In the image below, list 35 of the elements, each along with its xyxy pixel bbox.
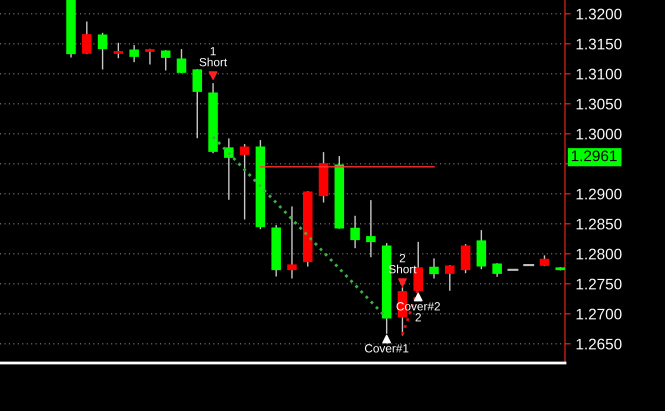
y-tick-label: 1.3150 (576, 38, 622, 50)
candlestick (114, 42, 124, 58)
candlestick (160, 50, 170, 70)
candlestick (98, 32, 108, 70)
y-tick-label: 1.3000 (576, 128, 622, 140)
candlestick (429, 258, 439, 278)
y-tick-label: 1.2850 (576, 218, 622, 230)
y-tick-label: 1.2700 (576, 308, 622, 320)
y-tick-label: 1.2900 (576, 188, 622, 200)
candlestick (192, 69, 202, 138)
y-tick-label: 1.2800 (576, 248, 622, 260)
y-tick-label: 1.3200 (576, 8, 622, 20)
candlestick (445, 265, 455, 291)
candlestick (176, 49, 186, 74)
point (208, 71, 218, 80)
candlestick (366, 200, 376, 258)
candlestick (145, 48, 155, 64)
point (398, 278, 407, 287)
y-tick-label: 1.2650 (576, 338, 622, 350)
point (414, 292, 423, 302)
candlestick (540, 255, 550, 266)
candlestick (350, 216, 360, 248)
y-tick-label: 1.3050 (576, 98, 622, 110)
annotation: 1 Short (199, 47, 228, 66)
y-tick-label: 1.3100 (576, 68, 622, 80)
y-tick-label: 1.2750 (576, 278, 622, 290)
point (382, 334, 392, 344)
ref-line-label: 1.2961 (572, 150, 617, 162)
candlestick (287, 206, 297, 278)
candlestick (82, 22, 92, 54)
candlestick (492, 263, 502, 277)
candlestick (240, 144, 250, 220)
candlestick (460, 244, 470, 274)
candlestick (129, 45, 139, 62)
annotation: Cover#1 (364, 344, 408, 353)
